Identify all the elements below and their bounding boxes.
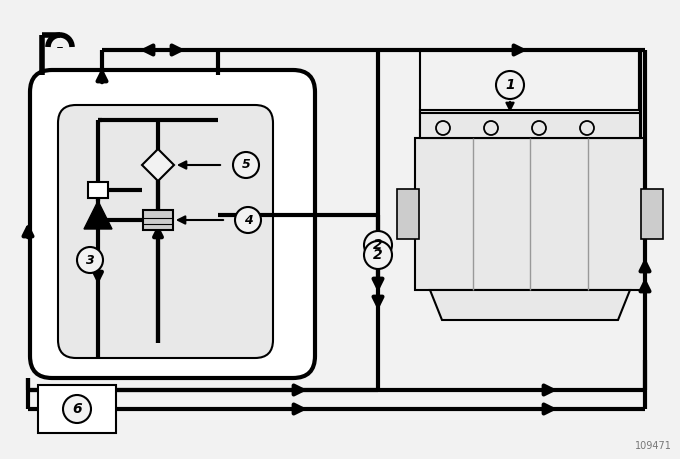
Text: 1: 1 bbox=[505, 78, 515, 92]
Text: 4: 4 bbox=[243, 213, 252, 226]
Bar bbox=[641, 189, 663, 239]
Circle shape bbox=[364, 231, 392, 259]
Text: 2: 2 bbox=[373, 248, 383, 262]
Bar bbox=[415, 138, 645, 290]
Circle shape bbox=[235, 207, 261, 233]
Polygon shape bbox=[84, 201, 112, 229]
Circle shape bbox=[496, 71, 524, 99]
Text: 6: 6 bbox=[72, 402, 82, 416]
Circle shape bbox=[233, 152, 259, 178]
Bar bbox=[143, 210, 173, 230]
Polygon shape bbox=[430, 290, 630, 320]
Bar bbox=[420, 110, 640, 138]
Polygon shape bbox=[142, 149, 174, 181]
FancyBboxPatch shape bbox=[30, 70, 315, 378]
Circle shape bbox=[63, 395, 91, 423]
Text: 2: 2 bbox=[373, 238, 383, 252]
Text: 3: 3 bbox=[86, 253, 95, 267]
Bar bbox=[38, 385, 116, 433]
FancyBboxPatch shape bbox=[58, 105, 273, 358]
Circle shape bbox=[77, 247, 103, 273]
Text: 5: 5 bbox=[241, 158, 250, 172]
Circle shape bbox=[364, 241, 392, 269]
Text: 109471: 109471 bbox=[635, 441, 672, 451]
Bar bbox=[397, 189, 419, 239]
Bar bbox=[88, 182, 108, 198]
